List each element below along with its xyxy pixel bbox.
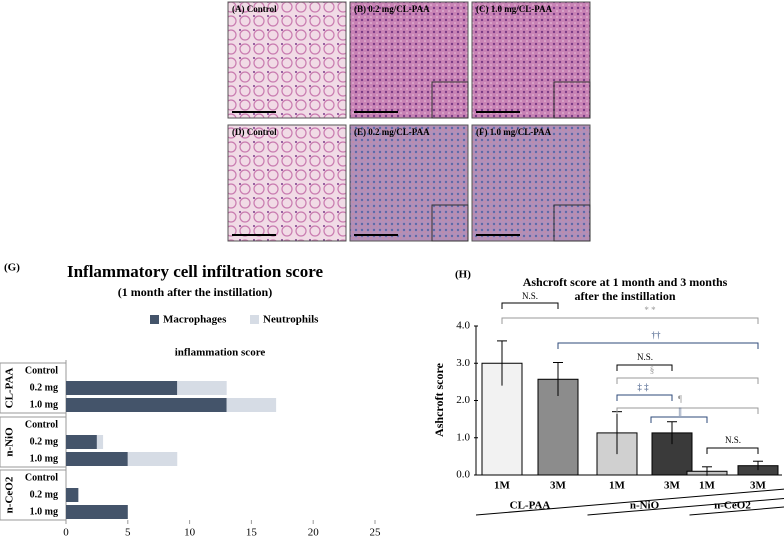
bar bbox=[66, 505, 128, 519]
panel-label: (G) bbox=[4, 262, 20, 274]
category-label: 3M bbox=[550, 480, 567, 492]
category-label: 0.2 mg bbox=[30, 489, 58, 500]
significance-label: * * bbox=[644, 305, 656, 315]
significance-label: ¶ bbox=[678, 394, 682, 404]
bar bbox=[127, 452, 178, 466]
category-label: 1M bbox=[609, 480, 626, 492]
category-label: Control bbox=[25, 472, 58, 483]
bar bbox=[66, 435, 97, 449]
significance-label: § bbox=[650, 365, 655, 375]
y-tick-label: 2.0 bbox=[456, 394, 470, 406]
legend-label: Macrophages bbox=[163, 314, 227, 326]
inset bbox=[553, 204, 591, 242]
category-label: Control bbox=[25, 365, 58, 376]
bar bbox=[66, 452, 128, 466]
y-tick-label: 0.0 bbox=[456, 469, 470, 481]
bracket bbox=[501, 302, 559, 309]
inset bbox=[431, 204, 469, 242]
bar bbox=[177, 381, 227, 395]
group-label: n-NiO bbox=[630, 500, 660, 512]
legend-swatch bbox=[150, 315, 159, 324]
panel-label: (H) bbox=[455, 269, 471, 281]
group-label: CL-PAA bbox=[510, 500, 551, 512]
x-tick-label: 0 bbox=[63, 527, 69, 536]
group-label: n-CeO2 bbox=[714, 500, 751, 512]
panel-label: (B) 0.2 mg/CL-PAA bbox=[354, 4, 430, 14]
bracket bbox=[616, 394, 673, 401]
significance-label: N.S. bbox=[522, 291, 538, 301]
bracket bbox=[650, 416, 708, 423]
category-label: 3M bbox=[664, 480, 681, 492]
group-divider bbox=[689, 506, 784, 516]
y-tick-label: 1.0 bbox=[456, 431, 470, 443]
bracket bbox=[706, 447, 759, 454]
micrograph bbox=[227, 124, 347, 242]
category-label: Control bbox=[25, 419, 58, 430]
bar bbox=[66, 381, 178, 395]
bar bbox=[66, 398, 227, 412]
significance-label: N.S. bbox=[725, 435, 741, 445]
bracket bbox=[616, 377, 759, 384]
panel-label: (A) Control bbox=[232, 4, 277, 14]
y-tick-label: 4.0 bbox=[456, 320, 470, 332]
category-label: 1M bbox=[699, 480, 716, 492]
x-tick-label: 25 bbox=[370, 527, 382, 536]
category-label: 1M bbox=[494, 480, 511, 492]
y-tick-label: 3.0 bbox=[456, 357, 470, 369]
x-tick-label: 20 bbox=[308, 527, 320, 536]
x-tick-label: 5 bbox=[125, 527, 131, 536]
panel-label: (E) 0.2 mg/CL-PAA bbox=[354, 127, 430, 137]
micrograph bbox=[227, 1, 347, 119]
bracket bbox=[616, 407, 759, 414]
chart-title: after the instillation bbox=[574, 289, 675, 303]
inset bbox=[553, 81, 591, 119]
plot-title: inflammation score bbox=[175, 347, 266, 359]
bar bbox=[96, 435, 104, 449]
legend-swatch bbox=[250, 315, 259, 324]
group-label: CL-PAA bbox=[4, 368, 16, 409]
category-label: 0.2 mg bbox=[30, 436, 58, 447]
bracket bbox=[557, 342, 759, 349]
group-divider bbox=[587, 497, 784, 516]
significance-label: N.S. bbox=[637, 352, 653, 362]
chart-title: Inflammatory cell infiltration score bbox=[67, 262, 324, 281]
y-axis-label: Ashcroft score bbox=[432, 362, 446, 437]
x-tick-label: 10 bbox=[184, 527, 196, 536]
group-label: n-NiO bbox=[4, 427, 16, 457]
panel-label: (C) 1.0 mg/CL-PAA bbox=[476, 4, 553, 14]
x-tick-label: 15 bbox=[246, 527, 258, 536]
panel-label: (F) 1.0 mg/CL-PAA bbox=[476, 127, 552, 137]
bar bbox=[66, 488, 79, 502]
bracket bbox=[616, 364, 673, 371]
chart-title: Ashcroft score at 1 month and 3 months bbox=[523, 275, 728, 289]
category-label: 1.0 mg bbox=[30, 506, 58, 517]
category-label: 3M bbox=[750, 480, 767, 492]
significance-label: ‡ ‡ bbox=[637, 382, 649, 392]
category-label: 1.0 mg bbox=[30, 453, 58, 464]
inset bbox=[431, 81, 469, 119]
bar bbox=[226, 398, 277, 412]
group-label: n-CeO2 bbox=[4, 476, 16, 513]
panel-label: (D) Control bbox=[232, 127, 277, 137]
bracket bbox=[501, 317, 759, 324]
significance-label: || bbox=[678, 406, 682, 416]
category-label: 0.2 mg bbox=[30, 382, 58, 393]
chart-subtitle: (1 month after the instillation) bbox=[118, 285, 272, 299]
group-divider bbox=[475, 488, 784, 516]
category-label: 1.0 mg bbox=[30, 399, 58, 410]
significance-label: †† bbox=[652, 330, 662, 340]
legend-label: Neutrophils bbox=[263, 314, 319, 326]
